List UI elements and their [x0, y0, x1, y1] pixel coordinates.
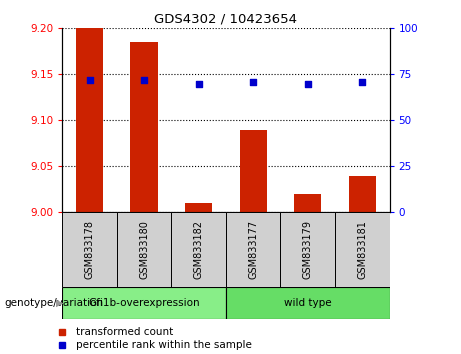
- Text: GSM833178: GSM833178: [84, 220, 95, 279]
- Bar: [226, 287, 390, 319]
- Text: genotype/variation: genotype/variation: [5, 298, 104, 308]
- Point: [304, 81, 311, 86]
- Text: ▶: ▶: [56, 298, 64, 308]
- Bar: [117, 212, 171, 287]
- Point: [249, 79, 257, 85]
- Legend: transformed count, percentile rank within the sample: transformed count, percentile rank withi…: [51, 327, 252, 350]
- Bar: [335, 212, 390, 287]
- Text: GSM833179: GSM833179: [303, 220, 313, 279]
- Text: GSM833180: GSM833180: [139, 220, 149, 279]
- Point: [140, 77, 148, 83]
- Bar: [294, 194, 321, 212]
- Bar: [62, 287, 226, 319]
- Bar: [171, 212, 226, 287]
- Bar: [226, 212, 280, 287]
- Bar: [130, 42, 158, 212]
- Point: [86, 77, 93, 83]
- Text: GSM833177: GSM833177: [248, 220, 258, 279]
- Point: [195, 81, 202, 86]
- Bar: [62, 212, 117, 287]
- Bar: [240, 130, 267, 212]
- Bar: [349, 176, 376, 212]
- Text: Gfi1b-overexpression: Gfi1b-overexpression: [88, 298, 200, 308]
- Bar: [185, 203, 212, 212]
- Title: GDS4302 / 10423654: GDS4302 / 10423654: [154, 13, 297, 26]
- Text: wild type: wild type: [284, 298, 331, 308]
- Text: GSM833182: GSM833182: [194, 220, 204, 279]
- Point: [359, 79, 366, 85]
- Bar: [280, 212, 335, 287]
- Text: GSM833181: GSM833181: [357, 220, 367, 279]
- Bar: [76, 28, 103, 212]
